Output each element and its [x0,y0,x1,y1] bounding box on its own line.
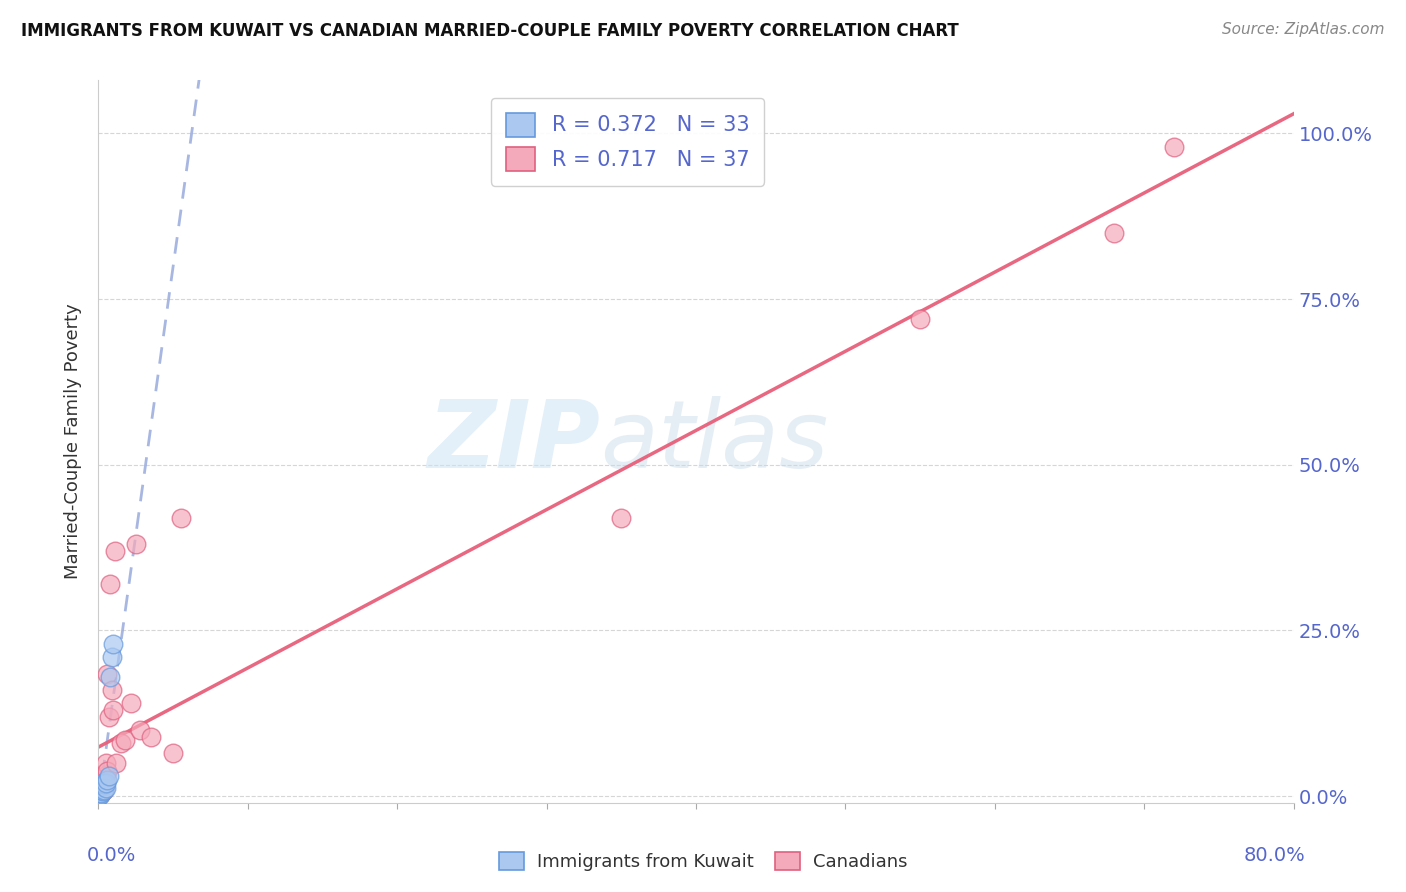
Point [87,789,110,804]
Point [1163,139,1185,153]
Point [96,764,118,778]
Point [87,789,110,804]
Point [87,789,110,804]
Point [94,756,117,770]
Point [87,786,110,800]
Point [169,510,191,524]
Point [89,786,111,800]
Point [103,703,125,717]
Y-axis label: Married-Couple Family Poverty: Married-Couple Family Poverty [63,303,82,580]
Point [162,746,184,760]
Point [90,782,112,797]
Text: Source: ZipAtlas.com: Source: ZipAtlas.com [1222,22,1385,37]
Point [93,782,115,797]
Legend: R = 0.372   N = 33, R = 0.717   N = 37: R = 0.372 N = 33, R = 0.717 N = 37 [491,98,763,186]
Point [87,789,110,804]
Point [87,782,110,797]
Point [90,782,112,797]
Point [87,789,110,804]
Point [91,784,114,798]
Point [96,772,118,787]
Text: 0.0%: 0.0% [87,847,136,865]
Point [87,789,110,804]
Point [89,784,111,798]
Point [101,683,124,698]
Point [89,788,111,802]
Point [93,777,115,791]
Point [87,789,110,804]
Point [87,789,110,804]
Point [139,730,162,744]
Text: IMMIGRANTS FROM KUWAIT VS CANADIAN MARRIED-COUPLE FAMILY POVERTY CORRELATION CHA: IMMIGRANTS FROM KUWAIT VS CANADIAN MARRI… [21,22,959,40]
Text: 80.0%: 80.0% [1244,847,1306,865]
Point [129,723,152,737]
Point [87,789,110,804]
Point [1104,226,1126,240]
Point [98,577,122,591]
Point [90,779,112,793]
Point [97,769,120,783]
Point [114,732,136,747]
Point [97,709,120,723]
Point [89,788,111,802]
Point [125,537,148,551]
Point [87,787,110,801]
Point [110,736,132,750]
Point [91,784,114,798]
Point [90,779,112,793]
Point [94,768,117,782]
Point [103,637,125,651]
Point [120,697,142,711]
Point [89,784,111,798]
Point [87,788,110,802]
Legend: Immigrants from Kuwait, Canadians: Immigrants from Kuwait, Canadians [492,845,914,879]
Text: ZIP: ZIP [427,395,600,488]
Point [94,781,117,796]
Point [908,312,931,326]
Point [101,650,124,665]
Point [91,776,114,790]
Point [90,786,112,800]
Point [93,782,115,797]
Point [96,666,118,681]
Point [93,772,115,787]
Point [89,781,111,796]
Point [94,776,117,790]
Point [91,779,114,793]
Point [98,670,122,684]
Point [87,789,110,804]
Point [87,789,110,804]
Point [90,786,112,800]
Point [610,510,633,524]
Point [87,789,110,804]
Point [89,786,111,800]
Point [104,544,127,558]
Point [87,784,110,798]
Point [91,779,114,793]
Text: atlas: atlas [600,396,828,487]
Point [87,789,110,804]
Point [91,776,114,790]
Point [105,756,128,770]
